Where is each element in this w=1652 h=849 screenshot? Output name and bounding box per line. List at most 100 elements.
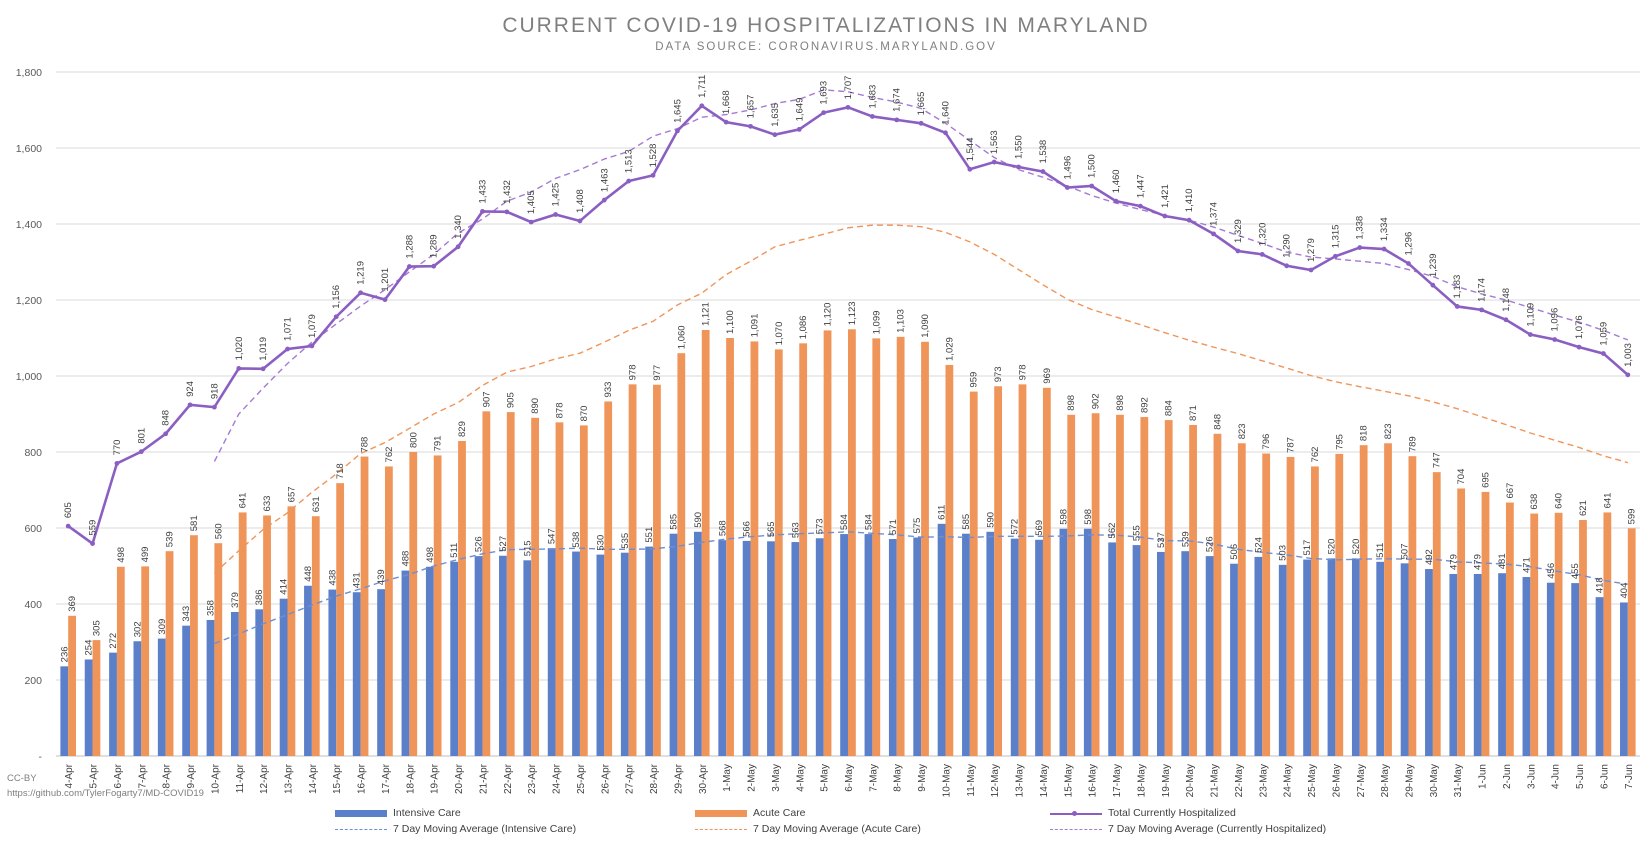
bar-intensive-care <box>1010 538 1019 756</box>
data-label-acute-care: 829 <box>457 421 468 437</box>
x-tick-label: 27-May <box>1356 764 1367 797</box>
bar-intensive-care <box>304 585 312 756</box>
total-point <box>869 114 875 119</box>
data-label-acute-care: 789 <box>1407 436 1418 452</box>
data-label-acute-care: 878 <box>554 403 565 419</box>
x-tick-label: 2-May <box>747 764 758 792</box>
data-label-intensive-care: 379 <box>230 592 241 608</box>
legend-swatch-ma-intensive <box>335 826 387 833</box>
data-label-total: 1,329 <box>1233 219 1244 243</box>
bar-intensive-care <box>1035 539 1043 756</box>
total-point <box>1138 203 1143 209</box>
data-label-acute-care: 1,090 <box>920 314 931 338</box>
x-tick-label: 6-Jun <box>1599 764 1610 789</box>
bar-intensive-care <box>1303 559 1312 756</box>
bar-intensive-care <box>962 533 970 756</box>
total-point <box>114 461 120 466</box>
x-tick-label: 21-May <box>1210 764 1221 797</box>
data-label-total: 1,219 <box>356 261 367 285</box>
data-label-total: 1,320 <box>1257 223 1268 247</box>
data-label-acute-care: 667 <box>1505 483 1516 499</box>
data-label-intensive-care: 343 <box>181 606 192 622</box>
data-label-total: 1,334 <box>1379 217 1390 241</box>
bar-acute-care <box>848 329 856 756</box>
x-tick-label: 14-May <box>1039 764 1050 797</box>
data-label-intensive-care: 584 <box>839 514 850 530</box>
data-label-acute-care: 1,060 <box>676 325 687 349</box>
source-url-credit[interactable]: https://github.com/TylerFogarty7/MD-COVI… <box>7 788 204 799</box>
x-tick-label: 1-Jun <box>1478 764 1489 789</box>
bar-intensive-care <box>693 531 702 756</box>
total-point <box>1016 164 1021 170</box>
x-tick-label: 3-May <box>771 764 782 792</box>
data-label-intensive-care: 539 <box>1180 531 1191 547</box>
data-label-total: 1,079 <box>307 314 318 338</box>
bar-intensive-care <box>669 533 678 756</box>
total-point <box>821 110 827 116</box>
data-label-total: 801 <box>136 428 147 444</box>
data-label-total: 1,109 <box>1525 303 1536 327</box>
data-label-intensive-care: 538 <box>571 532 582 548</box>
x-tick-label: 12-May <box>990 764 1001 797</box>
total-point <box>1259 252 1265 257</box>
x-tick-label: 9-Apr <box>186 763 197 788</box>
data-label-acute-care: 870 <box>579 406 590 422</box>
data-label-acute-care: 762 <box>1310 447 1321 463</box>
bar-acute-care <box>531 417 539 756</box>
total-point <box>1064 185 1070 190</box>
total-point <box>431 263 437 269</box>
bar-intensive-care <box>1108 542 1117 756</box>
data-label-intensive-care: 611 <box>937 505 948 520</box>
x-tick-label: 23-May <box>1258 764 1269 797</box>
total-point <box>699 103 705 109</box>
data-label-acute-care: 787 <box>1286 437 1297 453</box>
data-label-intensive-care: 503 <box>1278 545 1289 561</box>
data-label-intensive-care: 506 <box>1229 544 1240 560</box>
data-label-acute-care: 1,120 <box>823 303 834 327</box>
data-label-intensive-care: 507 <box>1400 543 1411 559</box>
bar-acute-care <box>1311 466 1319 756</box>
bar-intensive-care <box>1327 558 1336 756</box>
bar-acute-care <box>774 349 783 756</box>
bar-acute-care <box>1530 513 1539 756</box>
total-point <box>1211 231 1216 237</box>
total-point <box>1162 213 1168 219</box>
moving-average-line-0 <box>214 531 1628 645</box>
bar-intensive-care <box>815 538 824 756</box>
data-label-total: 1,538 <box>1038 140 1049 164</box>
bar-acute-care <box>506 412 515 756</box>
data-label-total: 1,550 <box>1014 135 1025 159</box>
bar-acute-care <box>214 543 223 756</box>
total-point <box>358 290 364 296</box>
x-tick-label: 23-Apr <box>527 763 538 794</box>
y-tick-label: - <box>39 751 43 763</box>
data-label-intensive-care: 524 <box>1253 537 1264 553</box>
x-tick-label: 8-Apr <box>162 763 173 788</box>
x-tick-label: 28-Apr <box>649 763 660 794</box>
total-point <box>918 120 924 126</box>
data-label-acute-care: 796 <box>1261 434 1272 450</box>
total-point <box>1040 169 1046 174</box>
x-tick-label: 4-Apr <box>64 763 75 788</box>
data-label-acute-care: 823 <box>1383 423 1394 439</box>
y-tick-label: 800 <box>24 447 42 459</box>
data-label-acute-care: 640 <box>1554 493 1565 509</box>
bar-intensive-care <box>60 666 69 756</box>
total-point <box>650 172 656 178</box>
data-label-intensive-care: 572 <box>1010 519 1021 535</box>
x-tick-label: 3-Jun <box>1526 764 1537 789</box>
data-label-total: 1,003 <box>1623 343 1634 367</box>
bar-acute-care <box>1603 512 1612 756</box>
total-point <box>553 212 558 217</box>
bar-acute-care <box>896 336 905 756</box>
data-label-total: 1,020 <box>234 337 245 361</box>
bar-intensive-care <box>133 641 142 756</box>
bar-acute-care <box>994 386 1003 756</box>
total-point <box>1113 198 1119 204</box>
data-label-intensive-care: 448 <box>303 566 314 582</box>
bar-acute-care <box>1018 384 1027 756</box>
y-tick-label: 1,200 <box>16 295 42 307</box>
total-point <box>212 404 217 410</box>
x-tick-label: 6-Apr <box>113 763 124 788</box>
data-label-total: 1,174 <box>1477 278 1488 302</box>
